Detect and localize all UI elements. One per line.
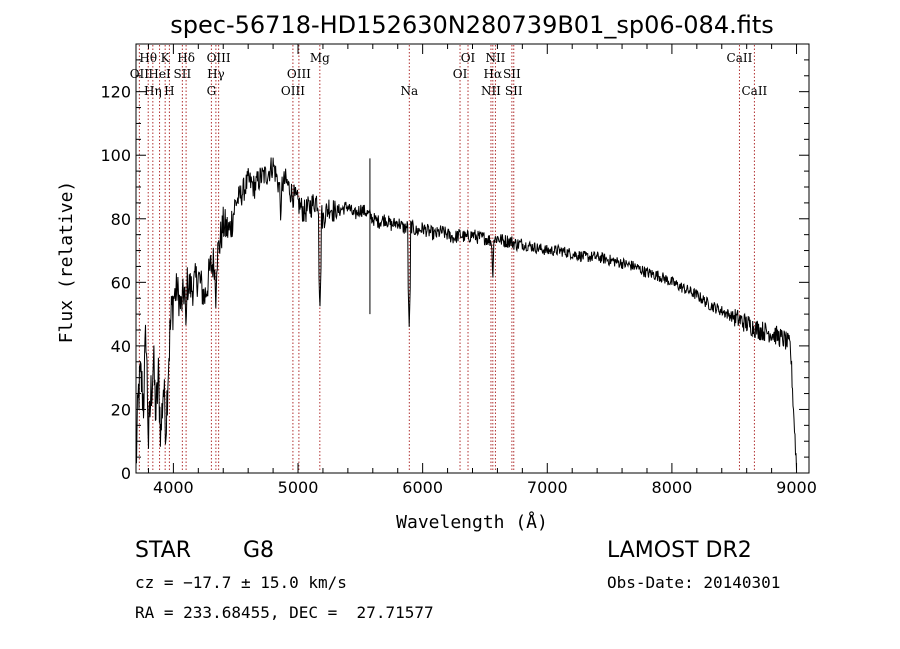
redshift-cz: cz = −17.7 ± 15.0 km/s: [135, 573, 347, 592]
y-tick-label: 60: [111, 273, 131, 292]
emission-line-markers: [138, 45, 755, 472]
object-subclass: G8: [243, 538, 275, 563]
x-axis-ticks: 4000 5000 6000 7000 8000 9000: [147, 44, 817, 497]
line-label: Hη: [144, 84, 162, 98]
y-tick-label: 120: [100, 83, 131, 102]
line-label: Hα: [484, 67, 503, 81]
line-label: CaII: [727, 51, 753, 65]
line-label: OIII: [287, 67, 311, 81]
line-label: SII: [503, 67, 521, 81]
line-label: Mg: [310, 51, 330, 65]
spectrum-line: [135, 157, 797, 471]
chart-title: spec-56718-HD152630N280739B01_sp06-084.f…: [170, 11, 774, 39]
emission-line-labels: Hθ OII Hη K HeI H Hδ SII OIII Hγ G Mg OIII OIII Na OI OI…: [130, 51, 768, 98]
line-label: SII: [174, 67, 192, 81]
line-label: OI: [461, 51, 476, 65]
x-axis-label: Wavelength (Å): [396, 511, 548, 533]
line-label: OIII: [207, 51, 231, 65]
line-label: SII: [505, 84, 523, 98]
plot-frame: [135, 43, 810, 474]
line-label: Hγ: [207, 67, 225, 81]
coordinates: RA = 233.68455, DEC = 27.71577: [135, 603, 434, 622]
spectrum-series: [135, 157, 797, 471]
survey-name: LAMOST DR2: [607, 538, 752, 563]
y-tick-label: 40: [111, 337, 131, 356]
x-tick-label: 5000: [278, 478, 319, 497]
y-tick-label: 20: [111, 400, 131, 419]
y-tick-label: 100: [100, 146, 131, 165]
line-label: Hδ: [177, 51, 195, 65]
line-label: G: [207, 84, 217, 98]
x-tick-label: 9000: [776, 478, 817, 497]
line-label: H: [164, 84, 174, 98]
x-tick-label: 6000: [402, 478, 443, 497]
line-label: Hθ: [139, 51, 157, 65]
line-label: OII: [130, 67, 150, 81]
object-class: STAR: [135, 538, 192, 563]
line-label: NII: [481, 84, 501, 98]
y-tick-label: 80: [111, 210, 131, 229]
line-label: OIII: [281, 84, 305, 98]
y-axis-ticks: 0 20 40 60 80 100 120: [100, 43, 809, 483]
line-label: K: [161, 51, 171, 65]
x-tick-label: 7000: [527, 478, 568, 497]
line-label: Na: [400, 84, 418, 98]
line-label: OI: [453, 67, 468, 81]
x-tick-label: 8000: [652, 478, 693, 497]
y-axis-label: Flux (relative): [56, 181, 77, 344]
x-tick-label: 4000: [153, 478, 194, 497]
line-label: NII: [485, 51, 505, 65]
line-label: HeI: [148, 67, 171, 81]
line-label: CaII: [741, 84, 767, 98]
y-tick-label: 0: [121, 464, 131, 483]
observation-date: Obs-Date: 20140301: [607, 573, 781, 592]
